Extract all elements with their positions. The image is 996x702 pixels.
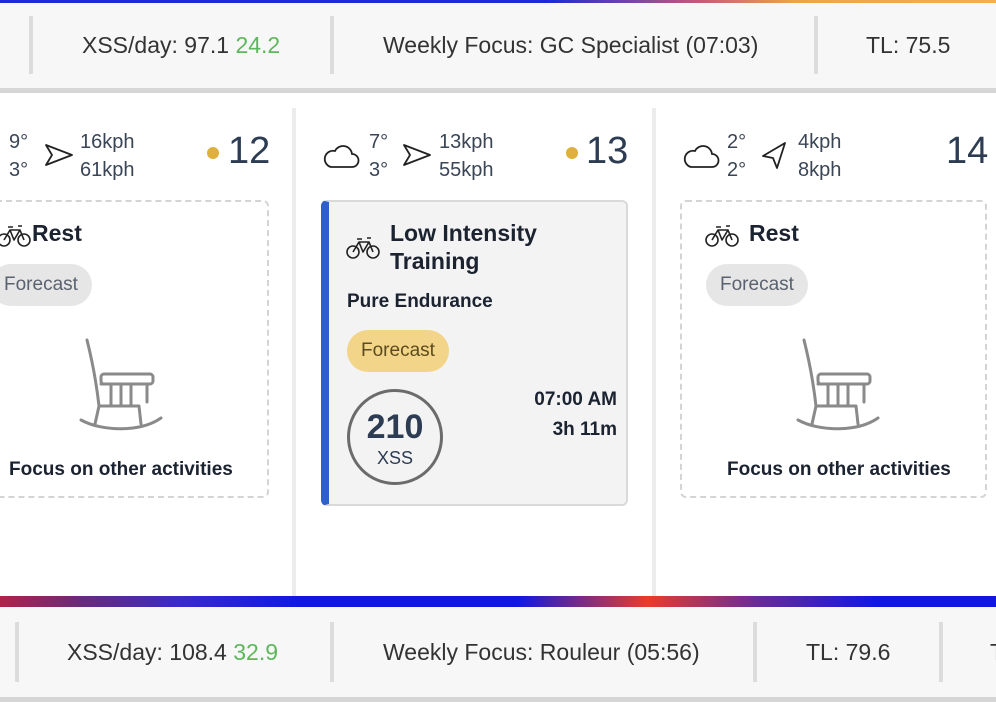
wind-direction-arrow-icon [403, 144, 431, 166]
training-load-stat: TL: 79.6 [806, 639, 891, 665]
overflow-stat: T [990, 639, 996, 666]
workout-title-line1: Low Intensity [390, 220, 537, 246]
week-summary-top: XSS/day: 97.1 24.2 Weekly Focus: GC Spec… [0, 3, 996, 93]
xss-per-day-label: XSS/day: 108.4 [67, 639, 227, 665]
wind-gust: 61kph [80, 159, 135, 181]
weekly-focus-stat: Weekly Focus: Rouleur (05:56) [383, 639, 700, 665]
workout-title-line2: Training [390, 248, 480, 274]
rest-day-card[interactable]: Rest Forecast Focus on other activities [0, 200, 269, 498]
temp-low: 3° [9, 159, 29, 181]
card-title: Rest [32, 220, 82, 246]
summary-separator [753, 622, 757, 682]
cloud-icon [323, 145, 360, 168]
temp-low: 3° [369, 159, 389, 181]
temp-low: 2° [727, 159, 747, 181]
forecast-badge: Forecast [0, 264, 92, 306]
day-header-13: 7° 3° 13kph 55kph 13 [296, 128, 652, 188]
summary-separator [939, 622, 943, 682]
xss-score-circle: 210 XSS [347, 389, 443, 485]
temperature-range: 9° 3° [9, 128, 28, 184]
rocking-chair-icon [79, 338, 163, 431]
workout-title: Low Intensity Training [390, 219, 537, 275]
temperature-range: 7° 3° [369, 128, 388, 184]
xss-value: 210 [366, 408, 424, 446]
rest-day-card[interactable]: Rest Forecast Focus on other activities [680, 200, 987, 498]
xss-unit: XSS [376, 448, 414, 468]
workout-card[interactable]: Low Intensity Training Pure Endurance Fo… [321, 200, 628, 506]
week-gradient-bottom [0, 596, 996, 607]
summary-separator [29, 16, 33, 74]
week-gradient-top [0, 0, 996, 3]
card-title: Rest [749, 220, 799, 246]
day-header-12: 9° 3° 16kph 61kph 12 [0, 128, 292, 188]
cloud-icon [683, 145, 720, 168]
temp-high: 7° [369, 131, 389, 153]
temp-high: 2° [727, 131, 747, 153]
wind-speed: 13kph [439, 131, 494, 153]
week-summary-bottom: XSS/day: 108.4 32.9 Weekly Focus: Rouleu… [0, 607, 996, 702]
day-number: 14 [946, 130, 989, 172]
weekly-focus-stat: Weekly Focus: GC Specialist (07:03) [383, 32, 759, 58]
xss-per-day-label: XSS/day: 97.1 [82, 32, 230, 58]
day-number: 12 [228, 130, 271, 172]
start-time: 07:00 AM [534, 389, 617, 410]
day-header-14: 2° 2° 4kph 8kph 14 [656, 128, 996, 188]
forecast-dot [566, 147, 578, 159]
summary-separator [330, 622, 334, 682]
training-load-stat: TL: 75.5 [866, 32, 951, 58]
forecast-dot [207, 147, 219, 159]
wind-speed: 16kph [80, 131, 135, 153]
bicycle-icon [705, 225, 739, 247]
wind-values: 13kph 55kph [439, 128, 494, 184]
wind-speed: 4kph [798, 131, 842, 153]
day-number: 13 [586, 130, 629, 172]
xss-delta: 32.9 [233, 639, 278, 665]
summary-separator [330, 16, 334, 74]
temperature-range: 2° 2° [727, 128, 746, 184]
wind-gust: 55kph [439, 159, 494, 181]
rocking-chair-icon [796, 338, 880, 431]
wind-gust: 8kph [798, 159, 842, 181]
wind-direction-arrow-icon [762, 142, 786, 169]
workout-subtitle: Pure Endurance [347, 291, 493, 312]
bicycle-icon [346, 237, 380, 259]
xss-per-day-stat: XSS/day: 97.1 24.2 [82, 32, 280, 59]
rest-message: Focus on other activities [727, 459, 951, 480]
forecast-badge: Forecast [706, 264, 808, 306]
bicycle-icon [0, 225, 31, 247]
xss-delta: 24.2 [235, 32, 281, 58]
day-divider [652, 108, 656, 596]
day-divider [292, 108, 296, 596]
duration: 3h 11m [552, 419, 617, 440]
wind-values: 4kph 8kph [798, 128, 841, 184]
wind-direction-arrow-icon [45, 144, 73, 166]
wind-values: 16kph 61kph [80, 128, 135, 184]
xss-per-day-stat: XSS/day: 108.4 32.9 [67, 639, 278, 666]
summary-separator [814, 16, 818, 74]
temp-high: 9° [9, 131, 29, 153]
summary-separator [15, 622, 19, 682]
rest-message: Focus on other activities [9, 459, 233, 480]
forecast-badge: Forecast [347, 330, 449, 372]
